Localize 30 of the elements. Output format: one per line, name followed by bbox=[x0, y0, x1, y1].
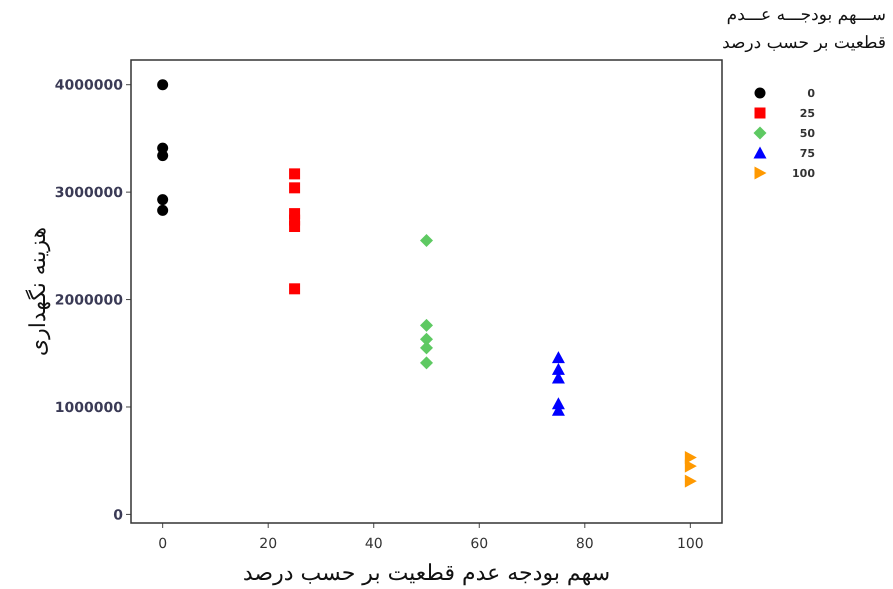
point bbox=[289, 221, 300, 232]
point bbox=[289, 283, 300, 294]
x-tick-label: 60 bbox=[470, 536, 488, 552]
y-tick-label: 4000000 bbox=[54, 78, 124, 94]
point bbox=[684, 460, 697, 473]
legend-title: ســـهم بودجـــه عـــدم قطعیت بر حسب درصد bbox=[722, 5, 886, 53]
legend-label: 100 bbox=[792, 167, 816, 180]
point bbox=[684, 474, 697, 488]
point bbox=[420, 318, 433, 332]
point bbox=[420, 356, 433, 370]
point bbox=[157, 150, 168, 162]
point bbox=[420, 234, 433, 247]
y-tick-label: 3000000 bbox=[54, 185, 124, 202]
point bbox=[157, 79, 168, 90]
y-tick-label: 2000000 bbox=[54, 292, 124, 309]
point bbox=[289, 182, 300, 194]
y-tick-label: 0 bbox=[113, 507, 124, 524]
x-tick-label: 0 bbox=[158, 536, 168, 552]
y-axis-title: هزینه نگهداری bbox=[25, 226, 51, 356]
y-tick-label: 1000000 bbox=[54, 400, 124, 416]
point bbox=[289, 168, 300, 180]
x-tick-label: 80 bbox=[576, 536, 594, 552]
x-tick-label: 100 bbox=[676, 536, 704, 552]
point bbox=[552, 351, 565, 364]
x-tick-label: 40 bbox=[364, 536, 383, 552]
point bbox=[552, 362, 565, 375]
x-axis-title: سهم بودجه عدم قطعیت بر حسب درصد bbox=[242, 561, 610, 586]
point bbox=[157, 194, 168, 206]
point bbox=[157, 204, 168, 216]
x-tick-label: 20 bbox=[259, 536, 278, 552]
